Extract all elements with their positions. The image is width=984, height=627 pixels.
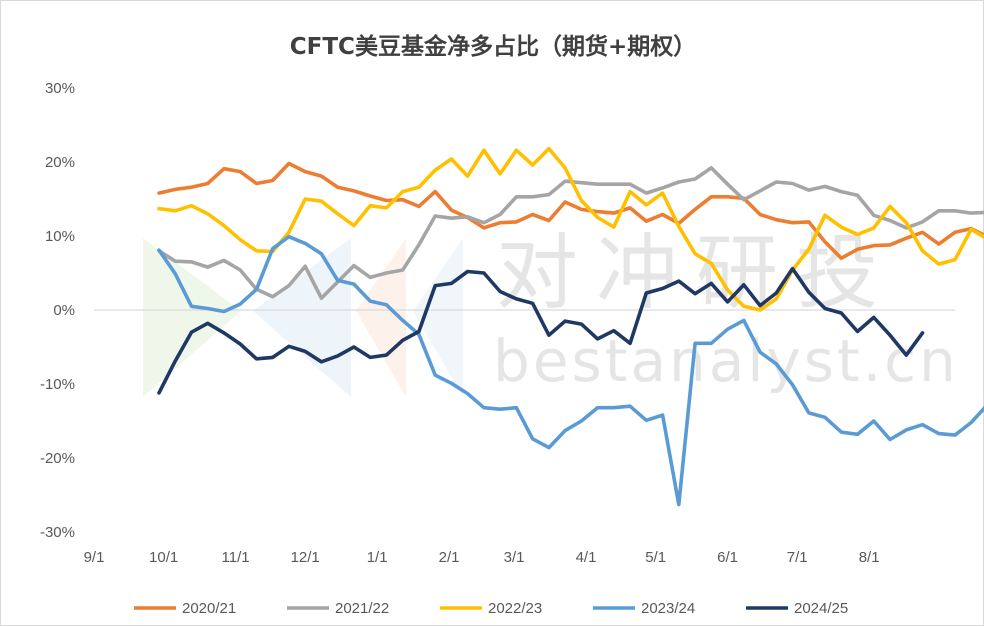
watermark-cn: 对冲研投 bbox=[496, 226, 896, 321]
y-tick-label: 30% bbox=[45, 80, 75, 97]
watermark-arrow-shape bbox=[413, 238, 463, 397]
x-tick-label: 5/1 bbox=[645, 549, 666, 566]
y-tick-label: 0% bbox=[53, 302, 75, 319]
x-tick-label: 10/1 bbox=[149, 549, 178, 566]
x-tick-label: 2/1 bbox=[439, 549, 460, 566]
x-tick-label: 9/1 bbox=[84, 549, 105, 566]
x-tick-label: 3/1 bbox=[504, 549, 525, 566]
x-tick-label: 12/1 bbox=[291, 549, 320, 566]
legend-label: 2024/25 bbox=[794, 600, 848, 617]
watermark-arrow-shape bbox=[143, 238, 241, 397]
x-tick-label: 1/1 bbox=[367, 549, 388, 566]
series-line-2023-24 bbox=[157, 234, 984, 507]
y-tick-label: -30% bbox=[40, 524, 75, 541]
x-tick-label: 7/1 bbox=[787, 549, 808, 566]
x-tick-label: 8/1 bbox=[859, 549, 880, 566]
watermark-arrow-shape bbox=[253, 238, 351, 397]
legend-label: 2023/24 bbox=[641, 600, 695, 617]
series-line-2022-23 bbox=[157, 146, 984, 312]
watermark-en: bestanalyst.cn bbox=[493, 327, 959, 395]
legend-label: 2021/22 bbox=[335, 600, 389, 617]
x-tick-label: 6/1 bbox=[717, 549, 738, 566]
watermark-arrow-shape bbox=[356, 238, 406, 397]
y-tick-label: 10% bbox=[45, 228, 75, 245]
x-tick-label: 11/1 bbox=[222, 549, 250, 566]
y-tick-label: -20% bbox=[40, 450, 75, 467]
y-tick-label: 20% bbox=[45, 154, 75, 171]
chart-title: CFTC美豆基金净多占比（期货+期权） bbox=[290, 33, 696, 60]
series-line-2020-21 bbox=[157, 161, 984, 261]
legend-label: 2022/23 bbox=[488, 600, 542, 617]
series-line-2024-25 bbox=[157, 266, 925, 395]
y-tick-label: -10% bbox=[40, 376, 75, 393]
x-tick-label: 4/1 bbox=[576, 549, 597, 566]
legend-label: 2020/21 bbox=[182, 600, 236, 617]
